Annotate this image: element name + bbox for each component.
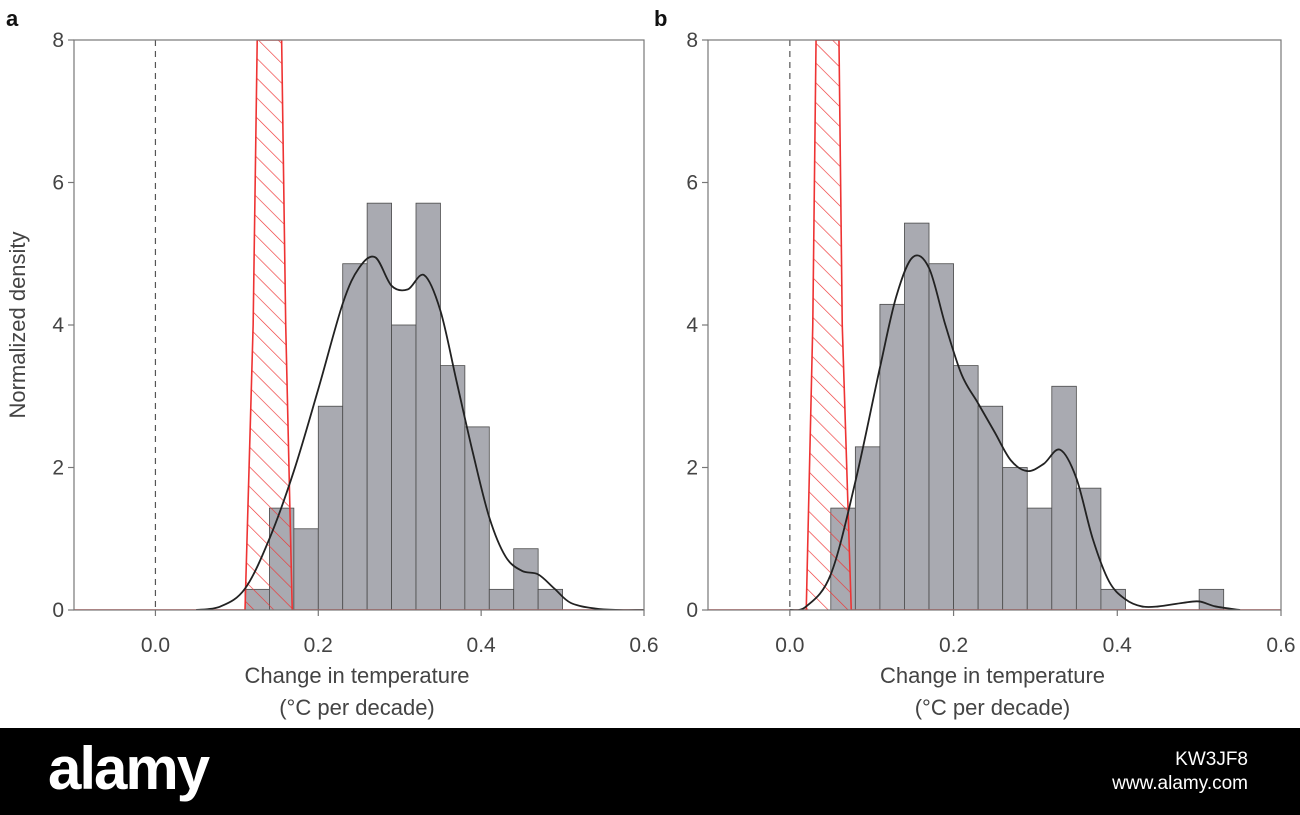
y-tick-label: 0 xyxy=(686,599,698,622)
y-tick-label: 2 xyxy=(52,457,64,480)
histogram-figure: 0 2 4 6 8 0.0 0.2 0.4 0.6 Change in temperature (°… xyxy=(5,6,1296,720)
x-tick-label: 0.0 xyxy=(141,634,170,657)
histogram-bar xyxy=(1026,507,1053,611)
watermark-logo: alamy xyxy=(48,735,210,802)
watermark-bar: alamy KW3JF8 www.alamy.com xyxy=(0,728,1300,815)
x-tick-label: 0.4 xyxy=(1103,634,1133,657)
x-axis-label: Change in temperature xyxy=(244,663,469,688)
histogram-bar xyxy=(342,263,368,611)
reference-distribution-outline xyxy=(708,40,1281,610)
histogram-bar xyxy=(977,405,1004,611)
histogram-bar xyxy=(879,303,905,611)
x-axis-label: Change in temperature xyxy=(880,663,1105,688)
histogram-bar xyxy=(464,426,490,611)
histogram-bar xyxy=(440,365,466,611)
watermark-site: www.alamy.com xyxy=(1112,773,1248,794)
y-tick-label: 6 xyxy=(686,172,698,195)
histogram-bar xyxy=(953,365,979,611)
y-tick-label: 4 xyxy=(52,314,64,337)
histogram-bars xyxy=(244,202,563,611)
histogram-bar xyxy=(928,263,954,611)
x-axis-label: (°C per decade) xyxy=(279,695,435,720)
y-tick-label: 8 xyxy=(686,29,698,52)
density-curve xyxy=(789,254,1241,610)
x-tick-label: 0.0 xyxy=(775,634,804,657)
x-tick-label: 0.4 xyxy=(467,634,497,657)
x-tick-label: 0.2 xyxy=(939,634,968,657)
histogram-bar xyxy=(513,548,539,611)
histogram-bar xyxy=(1075,487,1102,611)
density-curve xyxy=(196,255,644,610)
panel-a: 0 2 4 6 8 0.0 0.2 0.4 0.6 Change in temperature (°… xyxy=(5,6,659,720)
x-tick-label: 0.6 xyxy=(629,634,658,657)
y-tick-label: 4 xyxy=(686,314,698,337)
y-tick-label: 8 xyxy=(52,29,64,52)
panel-b: 0 2 4 6 8 0.0 0.2 0.4 0.6 Change in temperature (°… xyxy=(654,6,1296,720)
histogram-bars xyxy=(830,222,1225,611)
reference-distribution-outline xyxy=(74,40,644,610)
y-tick-label: 0 xyxy=(52,599,64,622)
watermark-image-id: KW3JF8 xyxy=(1175,749,1248,770)
histogram-bar xyxy=(293,528,319,611)
y-axis-label: Normalized density xyxy=(5,231,30,418)
x-tick-label: 0.2 xyxy=(304,634,333,657)
x-axis-label: (°C per decade) xyxy=(915,695,1071,720)
histogram-bar xyxy=(1002,467,1028,611)
panel-label: b xyxy=(654,6,667,31)
watermark-credit: KW3JF8 www.alamy.com xyxy=(1112,748,1248,796)
histogram-bar xyxy=(1051,385,1077,611)
histogram-bar xyxy=(1100,588,1126,611)
y-tick-label: 6 xyxy=(52,172,64,195)
panel-label: a xyxy=(6,6,19,31)
figure: 0 2 4 6 8 0.0 0.2 0.4 0.6 Change in temperature (°… xyxy=(5,6,1296,720)
histogram-bar xyxy=(415,202,441,611)
histogram-bar xyxy=(391,324,417,611)
x-tick-label: 0.6 xyxy=(1266,634,1295,657)
histogram-bar xyxy=(854,446,881,611)
histogram-bar xyxy=(904,222,930,611)
y-tick-label: 2 xyxy=(686,457,698,480)
histogram-bar xyxy=(317,405,344,611)
reference-distribution-fill xyxy=(708,40,1281,610)
histogram-bar xyxy=(488,588,515,611)
